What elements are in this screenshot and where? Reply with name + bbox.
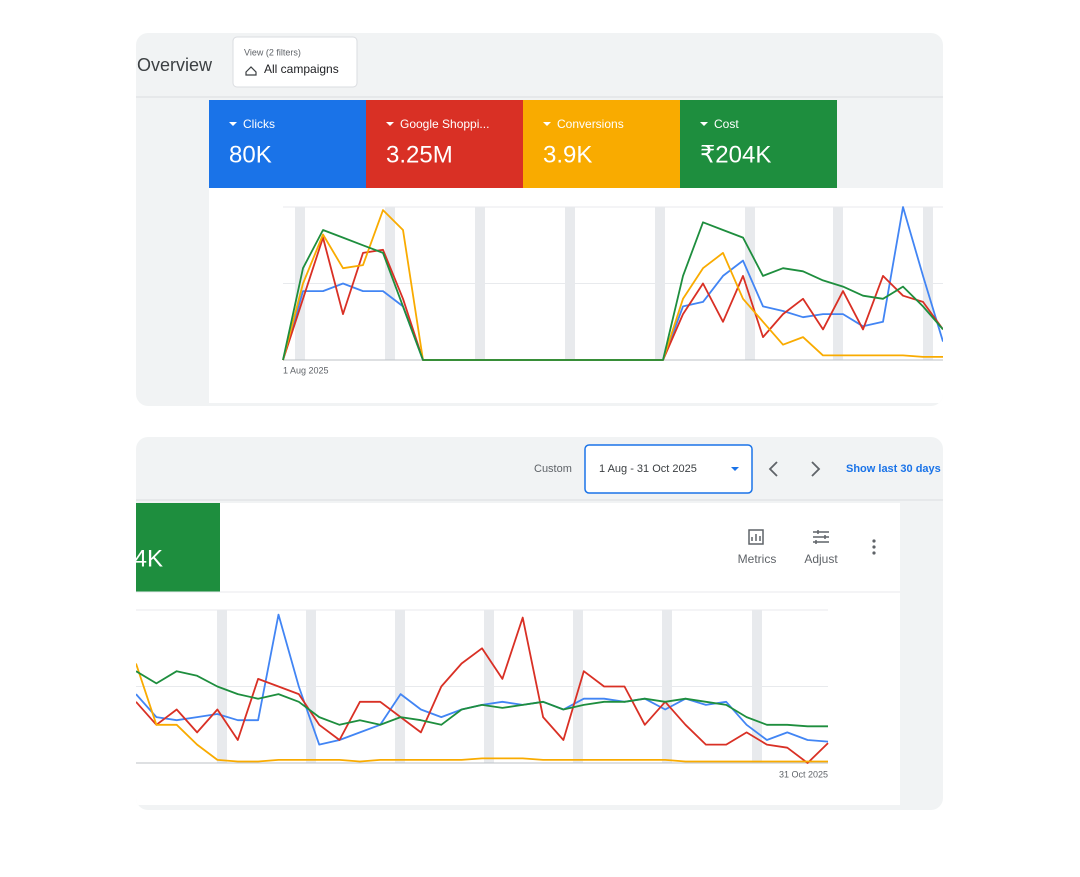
scorecard-bg <box>680 100 837 188</box>
date-mode: Custom <box>534 463 572 475</box>
filter-value: All campaigns <box>264 62 339 76</box>
scorecard-bg <box>366 100 523 188</box>
next-button[interactable] <box>811 461 821 477</box>
scorecard[interactable]: Conversions 3.9K <box>523 100 680 188</box>
date-range: 1 Aug - 31 Oct 2025 <box>599 463 697 475</box>
scorecard-value: 80K <box>229 141 272 168</box>
dot <box>872 539 876 543</box>
scorecard-value: 3.25M <box>386 141 453 168</box>
dropdown-arrow <box>229 122 237 126</box>
metrics-label[interactable]: Metrics <box>738 552 777 566</box>
chart-card <box>209 188 943 403</box>
series-line <box>136 616 829 764</box>
scorecard-bg <box>523 100 680 188</box>
dot <box>872 551 876 555</box>
prev-button[interactable] <box>768 461 778 477</box>
scorecard-label: Conversions <box>557 117 624 131</box>
series-line <box>136 670 828 728</box>
dot <box>872 545 876 549</box>
scorecard[interactable]: Cost ₹204K <box>680 100 837 188</box>
series-line <box>136 663 828 763</box>
scorecard-bg <box>209 100 366 188</box>
dropdown-arrow <box>731 467 739 471</box>
scorecard-value: ₹204K <box>92 545 163 572</box>
adjust-icon[interactable] <box>813 530 829 544</box>
x-tick-label: 1 Aug 2025 <box>283 365 329 375</box>
scorecard-label: Clicks <box>243 117 275 131</box>
x-tick-label: 31 Oct 2025 <box>779 769 828 779</box>
scorecard[interactable]: Clicks 80K <box>209 100 366 188</box>
chart-card <box>136 503 900 805</box>
filter-button[interactable] <box>232 36 358 88</box>
icon-frame <box>748 529 764 545</box>
series-line <box>282 221 943 361</box>
panel-bottom: Custom 1 Aug - 31 Oct 2025 Show last 30 … <box>92 437 943 810</box>
scorecard-label: Google Shoppi... <box>400 117 489 131</box>
scorecard-tile[interactable] <box>136 503 220 592</box>
metrics-icon[interactable] <box>748 529 764 545</box>
icon-bars <box>751 534 761 541</box>
filter-caption: View (2 filters) <box>244 47 301 57</box>
scorecard-label: Cost <box>714 117 739 131</box>
scorecard[interactable]: Google Shoppi... 3.25M <box>366 100 523 188</box>
dropdown-arrow <box>543 122 551 126</box>
scorecard-value: 3.9K <box>543 141 592 168</box>
scorecard-value: ₹204K <box>700 141 771 168</box>
panel-top: Overview View (2 filters) All campaigns … <box>136 33 943 406</box>
page-title: Overview <box>137 55 213 75</box>
date-picker[interactable] <box>584 444 753 494</box>
adjust-label[interactable]: Adjust <box>804 552 838 566</box>
show-last-link[interactable]: Show last 30 days <box>846 463 941 475</box>
dropdown-arrow <box>700 122 708 126</box>
home-icon <box>245 66 257 76</box>
dropdown-arrow <box>386 122 394 126</box>
more-menu[interactable] <box>872 539 876 555</box>
